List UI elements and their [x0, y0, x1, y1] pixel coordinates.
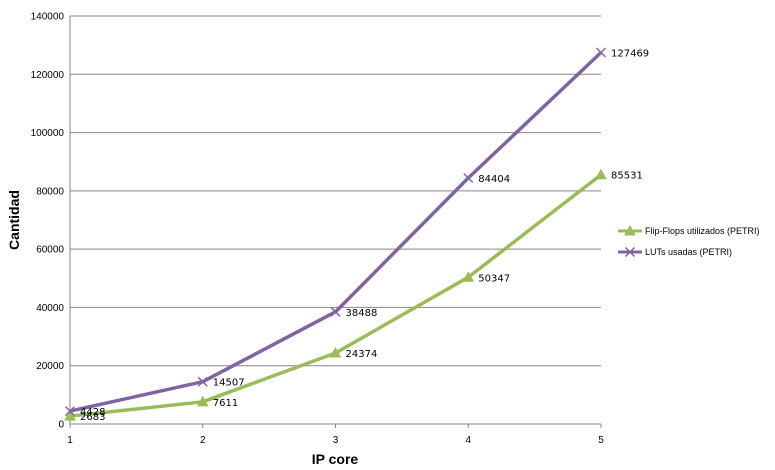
marker-stroke [197, 376, 208, 387]
legend-label: LUTs usadas (PETRI) [645, 247, 732, 257]
legend: Flip-Flops utilizados (PETRI) LUTs usadas… [618, 224, 760, 258]
legend-item: LUTs usadas (PETRI) [618, 246, 732, 258]
y-tick-label: 0 [58, 420, 64, 431]
data-label: 7611 [213, 398, 238, 409]
data-label: 2683 [80, 412, 105, 423]
x-tick-label: 4 [465, 435, 471, 446]
data-label: 127469 [611, 49, 649, 60]
x-tick-label: 3 [333, 435, 339, 446]
data-point [196, 395, 209, 407]
data-labels: 2683 7611 24374 50347 85531 4428 14507 38488 844… [80, 49, 649, 424]
series-group [64, 47, 607, 421]
legend-item: Flip-Flops utilizados (PETRI) [618, 224, 760, 236]
axes: 0 20000 40000 60000 80000 100000 120000 140000 1… [31, 12, 605, 447]
data-label: 84404 [478, 174, 510, 185]
data-label: 4428 [80, 407, 105, 418]
y-axis-title: Cantidad [6, 190, 22, 250]
y-tick-label: 120000 [31, 70, 65, 81]
data-point [330, 306, 341, 317]
data-point [595, 47, 607, 58]
data-label: 50347 [478, 273, 510, 284]
x-tick-label: 5 [598, 435, 604, 446]
gridlines [70, 15, 601, 367]
data-point [463, 172, 474, 184]
x-tick-label: 2 [200, 435, 206, 446]
marker-stroke [624, 246, 636, 258]
data-label: 38488 [346, 308, 378, 319]
legend-marker [624, 246, 636, 258]
x-axis-title: IP core [312, 451, 359, 467]
marker-stroke [64, 406, 76, 417]
data-point [329, 346, 342, 358]
data-point [462, 271, 475, 282]
y-tick-label: 20000 [36, 361, 64, 372]
x-tick-label: 1 [67, 435, 73, 446]
data-label: 14507 [213, 378, 245, 389]
marker-stroke [330, 306, 341, 317]
marker-stroke [595, 47, 607, 58]
y-tick-label: 40000 [36, 303, 64, 314]
data-point [64, 410, 76, 421]
y-tick-label: 80000 [36, 186, 64, 197]
marker-stroke [463, 172, 474, 184]
y-tick-label: 140000 [31, 12, 65, 23]
data-label: 24374 [346, 349, 378, 360]
legend-label: Flip-Flops utilizados (PETRI) [645, 226, 760, 236]
y-tick-label: 100000 [31, 128, 65, 139]
data-point [595, 168, 607, 180]
y-tick-label: 60000 [36, 245, 64, 256]
data-point [197, 376, 208, 387]
data-point [64, 406, 76, 417]
legend-marker [624, 224, 636, 236]
data-label: 85531 [611, 171, 643, 182]
series-line [69, 173, 603, 418]
